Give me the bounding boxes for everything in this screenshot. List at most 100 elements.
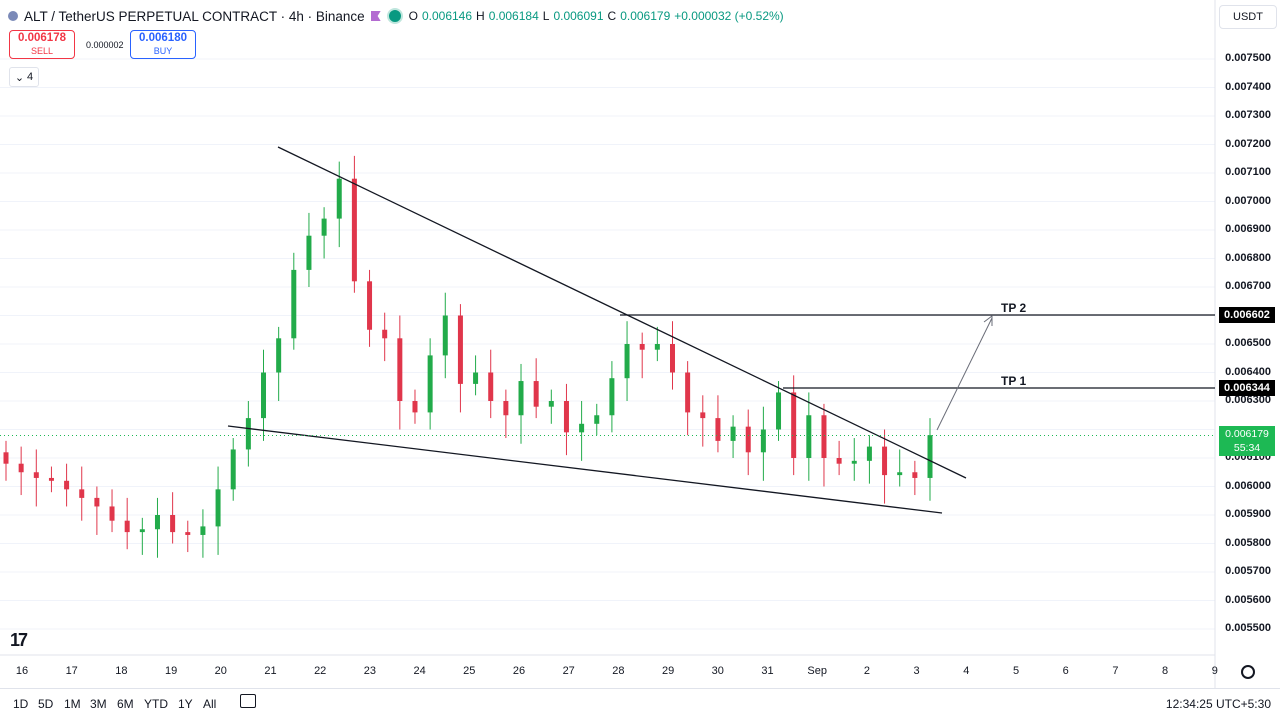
timeframe-5d[interactable]: 5D bbox=[38, 697, 54, 711]
time-tick-label: 4 bbox=[963, 665, 970, 677]
projection-arrow bbox=[936, 317, 993, 431]
spread-value: 0.000002 bbox=[86, 40, 124, 50]
price-tick-label: 0.007300 bbox=[1225, 109, 1271, 121]
candle-body bbox=[730, 426, 736, 441]
calendar-icon[interactable] bbox=[240, 694, 256, 708]
candle-body bbox=[700, 412, 706, 419]
timeframe-6m[interactable]: 6M bbox=[117, 697, 134, 711]
time-tick-label: 17 bbox=[65, 665, 78, 677]
timeframe-ytd[interactable]: YTD bbox=[144, 697, 168, 711]
timeframe-1d[interactable]: 1D bbox=[13, 697, 29, 711]
tp1-label[interactable]: TP 1 bbox=[1001, 374, 1027, 388]
time-tick-label: 31 bbox=[761, 665, 774, 677]
currency-select[interactable]: USDT bbox=[1219, 5, 1277, 29]
price-tick-label: 0.006900 bbox=[1225, 223, 1271, 235]
candle-body bbox=[154, 515, 160, 530]
candle-body bbox=[185, 532, 191, 535]
candle-body bbox=[518, 381, 524, 416]
candle-body bbox=[594, 415, 600, 424]
price-tick-label: 0.005900 bbox=[1225, 508, 1271, 520]
candle-body bbox=[488, 372, 494, 401]
time-tick-label: 19 bbox=[164, 665, 178, 677]
candle-body bbox=[94, 497, 100, 507]
candle-body bbox=[351, 178, 357, 282]
sell-label: SELL bbox=[30, 46, 54, 56]
candle-body bbox=[927, 435, 933, 478]
ohlc-values: O 0.006146 H 0.006184 L 0.006091 C 0.006179 … bbox=[408, 9, 784, 23]
candle-body bbox=[654, 344, 660, 350]
candle-body bbox=[669, 344, 675, 373]
candle-body bbox=[170, 515, 176, 533]
symbol-title[interactable]: ALT / TetherUS PERPETUAL CONTRACT · 4h ·… bbox=[24, 8, 365, 24]
bottom-toolbar: 1D 5D 1M 3M 6M YTD 1Y All 12:34:25 UTC+5… bbox=[0, 688, 1280, 720]
gear-icon[interactable] bbox=[1241, 665, 1255, 679]
timeframe-1m[interactable]: 1M bbox=[64, 697, 81, 711]
current-price: 0.006179 bbox=[1225, 428, 1269, 440]
timeframe-all[interactable]: All bbox=[203, 697, 217, 711]
tp2-label[interactable]: TP 2 bbox=[1001, 301, 1027, 315]
timeframe-3m[interactable]: 3M bbox=[90, 697, 107, 711]
price-tick-label: 0.006800 bbox=[1225, 251, 1271, 264]
timeframe-1y[interactable]: 1Y bbox=[178, 697, 193, 711]
price-tick-label: 0.007200 bbox=[1225, 137, 1271, 150]
bar-countdown: 55:34 bbox=[1233, 442, 1261, 454]
price-tick-label: 0.007100 bbox=[1225, 166, 1271, 178]
chart-header: ALT / TetherUS PERPETUAL CONTRACT · 4h ·… bbox=[8, 6, 784, 26]
candle-body bbox=[427, 355, 433, 413]
time-tick-label: 30 bbox=[711, 665, 724, 677]
time-tick-label: 16 bbox=[15, 665, 29, 677]
candle-body bbox=[124, 520, 130, 533]
time-tick-label: 8 bbox=[1162, 665, 1169, 677]
candle-body bbox=[230, 449, 236, 490]
candle-body bbox=[367, 281, 373, 330]
candle-body bbox=[776, 392, 782, 430]
tradingview-logo[interactable]: 17 bbox=[10, 630, 28, 650]
wedge-upper-trendline bbox=[277, 146, 967, 479]
time-tick-label: 28 bbox=[612, 665, 625, 677]
candle-body bbox=[200, 526, 206, 535]
candle-body bbox=[897, 472, 903, 476]
price-tick-label: 0.007000 bbox=[1225, 194, 1271, 207]
tp1-price-tag: 0.006344 bbox=[1219, 380, 1275, 396]
candle-body bbox=[33, 472, 39, 478]
time-tick-label: 23 bbox=[363, 665, 377, 677]
price-tick-label: 0.006700 bbox=[1225, 280, 1271, 292]
time-tick-label: 7 bbox=[1112, 665, 1119, 677]
candle-body bbox=[48, 477, 54, 481]
candle-body bbox=[306, 235, 312, 270]
price-tick-label: 0.005700 bbox=[1225, 565, 1271, 577]
candle-body bbox=[609, 378, 615, 416]
price-tick-label: 0.005600 bbox=[1225, 593, 1271, 606]
candle-body bbox=[276, 338, 282, 373]
price-tick-label: 0.006300 bbox=[1225, 394, 1271, 406]
candle-body bbox=[715, 418, 721, 441]
market-status-icon bbox=[386, 8, 403, 24]
candle-body bbox=[261, 372, 267, 419]
price-tick-label: 0.005500 bbox=[1225, 622, 1271, 634]
candle-body bbox=[745, 426, 751, 453]
buy-button[interactable]: 0.006180 BUY bbox=[130, 30, 196, 59]
candle-body bbox=[836, 458, 842, 464]
indicators-collapse-button[interactable]: ⌄ 4 bbox=[9, 67, 39, 87]
candle-body bbox=[382, 329, 388, 339]
candle-body bbox=[760, 429, 766, 453]
time-tick-label: 27 bbox=[562, 665, 575, 677]
candle-body bbox=[579, 423, 585, 433]
price-tick-label: 0.006400 bbox=[1225, 365, 1271, 378]
price-tick-label: 0.006000 bbox=[1225, 479, 1271, 492]
time-tick-label: 6 bbox=[1062, 665, 1069, 677]
flag-icon[interactable] bbox=[370, 11, 381, 21]
time-tick-label: 9 bbox=[1211, 665, 1218, 677]
candle-body bbox=[215, 489, 221, 527]
clock[interactable]: 12:34:25 UTC+5:30 bbox=[1165, 697, 1271, 711]
candle-body bbox=[624, 344, 630, 379]
sell-button[interactable]: 0.006178 SELL bbox=[9, 30, 75, 59]
time-tick-label: Sep bbox=[807, 665, 827, 677]
candle-body bbox=[548, 401, 554, 407]
candle-body bbox=[882, 446, 888, 476]
candle-body bbox=[866, 446, 872, 461]
candle-body bbox=[291, 269, 297, 339]
price-tick-label: 0.007400 bbox=[1225, 80, 1271, 93]
time-tick-label: 18 bbox=[115, 665, 128, 677]
